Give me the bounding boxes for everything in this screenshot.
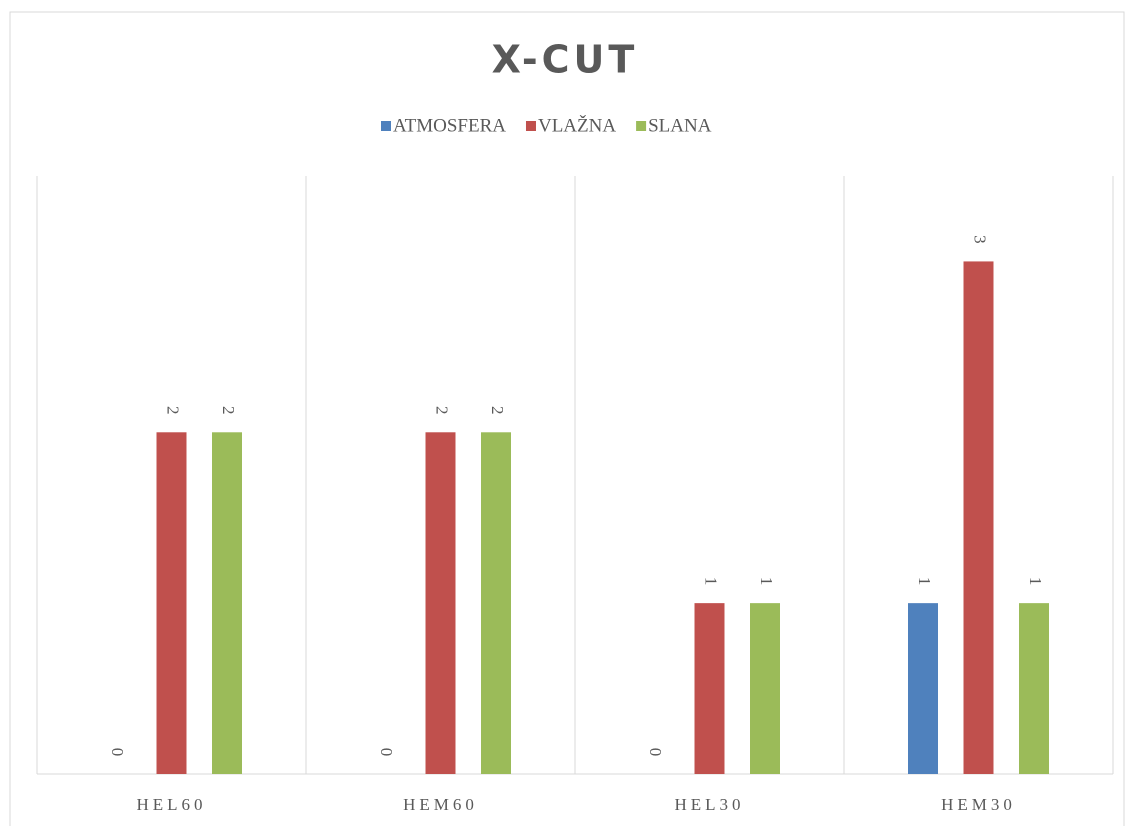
x-tick-label: HEL60 [136, 795, 206, 814]
bar [425, 432, 456, 774]
chart-title: X-CUT [492, 38, 639, 82]
bar [1019, 603, 1049, 774]
data-label: 2 [219, 406, 238, 415]
data-label: 3 [971, 235, 990, 244]
x-tick-label: HEL30 [674, 795, 744, 814]
bar [156, 432, 187, 774]
bar [212, 432, 242, 774]
bar [481, 432, 511, 774]
bar [908, 603, 938, 774]
data-label: 0 [108, 748, 127, 757]
data-label: 0 [377, 748, 396, 757]
x-tick-label: HEM30 [941, 795, 1016, 814]
data-label: 2 [433, 406, 452, 415]
bar [694, 603, 725, 774]
legend-swatch [381, 121, 391, 131]
data-label: 0 [646, 748, 665, 757]
bar [963, 261, 994, 774]
x-tick-label: HEM60 [403, 795, 478, 814]
chart-frame [9, 11, 1125, 826]
data-label: 1 [915, 577, 934, 586]
data-label: 1 [1026, 577, 1045, 586]
legend-label: ATMOSFERA [393, 115, 506, 136]
legend-label: VLAŽNA [538, 114, 616, 136]
data-label: 1 [757, 577, 776, 586]
legend-label: SLANA [648, 115, 712, 136]
data-label: 2 [164, 406, 183, 415]
data-label: 1 [702, 577, 721, 586]
legend-swatch [636, 121, 647, 131]
legend-swatch [525, 121, 536, 131]
data-label: 2 [488, 406, 507, 415]
bar [750, 603, 780, 774]
